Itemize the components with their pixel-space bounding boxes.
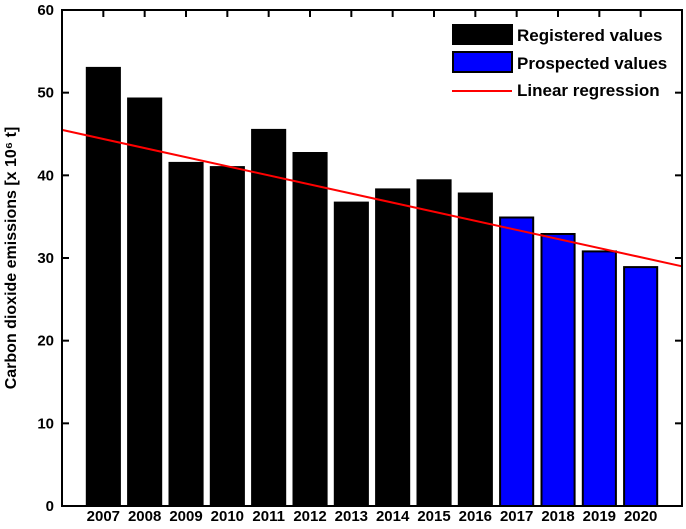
y-tick-label: 30 <box>37 250 54 267</box>
bar-2020 <box>623 266 659 507</box>
legend-swatch-registered <box>452 24 513 45</box>
y-tick-label: 40 <box>37 167 54 184</box>
x-tick-label: 2009 <box>169 508 202 524</box>
x-tick-label: 2018 <box>541 508 574 524</box>
bar-2012 <box>292 152 328 507</box>
x-tick-label: 2011 <box>252 508 285 524</box>
y-tick-label: 10 <box>37 415 54 432</box>
y-axis-label: Carbon dioxide emissions [x 10⁶ t] <box>3 127 20 390</box>
x-tick-label: 2010 <box>211 508 244 524</box>
bar-2016 <box>457 192 493 507</box>
x-tick-label: 2017 <box>500 508 533 524</box>
legend-label-regression: Linear regression <box>517 81 660 100</box>
x-tick-label: 2020 <box>624 508 657 524</box>
x-tick-label: 2013 <box>335 508 368 524</box>
x-tick-label: 2019 <box>583 508 616 524</box>
x-tick-label: 2015 <box>417 508 450 524</box>
bar-2008 <box>127 97 163 507</box>
x-tick-label: 2016 <box>459 508 492 524</box>
y-tick-label: 20 <box>37 333 54 350</box>
bar-2007 <box>85 66 121 508</box>
bar-2014 <box>375 188 411 507</box>
y-tick-label: 60 <box>37 2 54 19</box>
bar-2015 <box>416 179 452 508</box>
y-tick-label: 0 <box>46 498 54 515</box>
y-tick-label: 50 <box>37 85 54 102</box>
x-tick-label: 2014 <box>376 508 410 524</box>
bar-2019 <box>581 250 617 507</box>
bar-2018 <box>540 233 576 507</box>
x-tick-label: 2007 <box>87 508 120 524</box>
legend-label-prospected: Prospected values <box>517 54 667 73</box>
x-tick-label: 2012 <box>293 508 326 524</box>
bar-2009 <box>168 161 204 507</box>
x-tick-label: 2008 <box>128 508 161 524</box>
bar-2010 <box>209 166 245 507</box>
bar-2011 <box>251 128 287 507</box>
legend-label-registered: Registered values <box>517 26 663 45</box>
legend-swatch-prospected <box>452 51 513 73</box>
bar-2017 <box>499 216 535 507</box>
regression-line <box>61 128 683 268</box>
bar-2013 <box>333 201 369 507</box>
